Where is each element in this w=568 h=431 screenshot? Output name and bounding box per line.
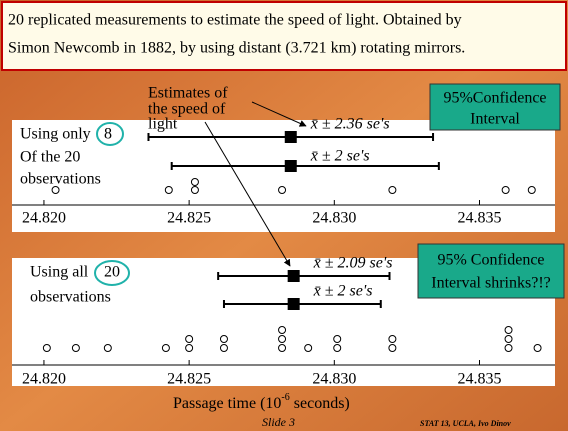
interval-label: x̄ ± 2 se's [310,148,370,165]
data-point [42,344,51,352]
axis-title-part: -6 [281,392,289,403]
arrow [251,101,307,127]
data-point [164,186,173,194]
data-point [388,344,397,352]
data-point [278,186,287,194]
data-point [103,344,112,352]
label: observations [30,289,111,306]
panel [12,120,555,232]
callout-box [429,83,561,131]
label: 8 [104,126,112,143]
x-tick-label: 24.820 [22,371,66,388]
data-point [190,186,199,194]
interval-label: x̄ ± 2.36 se's [310,116,390,133]
data-point [71,344,80,352]
callout-text: 95%Confidence [443,90,546,107]
axis-title-part: seconds) [290,395,350,412]
arrow [204,121,291,267]
header-box [1,1,567,71]
pointer-text: light [148,116,178,133]
mean-marker [284,131,297,143]
data-point [504,335,513,343]
label: Using all [30,264,89,281]
callout-text: Interval shrinks?!? [431,275,551,292]
x-tick-label: 24.820 [22,210,66,227]
interval-label: x̄ ± 2.09 se's [313,255,393,272]
x-tick-label: 24.825 [167,371,211,388]
data-point [333,335,342,343]
data-point [190,178,199,186]
data-point [501,186,510,194]
label: Using only [20,126,91,143]
data-point [527,186,536,194]
pointer-text: the speed of [148,101,226,118]
data-point [185,344,194,352]
data-point [161,344,170,352]
header-line: 20 replicated measurements to estimate t… [8,12,462,29]
x-tick-label: 24.830 [312,371,356,388]
data-point [388,186,397,194]
mean-marker [287,270,300,282]
axis-title: Passage time (10-6 seconds) [173,392,350,411]
header-line: Simon Newcomb in 1882, by using distant … [8,40,465,57]
data-point [388,335,397,343]
data-point [278,326,287,334]
label: Of the 20 [20,149,80,166]
pointer-text: Estimates of [148,85,228,102]
data-point [51,186,60,194]
data-point [278,344,287,352]
data-point [533,344,542,352]
highlight [94,260,130,286]
x-tick-label: 24.825 [167,210,211,227]
data-point [333,344,342,352]
interval-label: x̄ ± 2 se's [313,283,373,300]
axis-title-part: Passage time (10 [173,395,281,412]
data-point [278,335,287,343]
data-point [185,335,194,343]
data-point [219,344,228,352]
callout-box [417,243,565,299]
callout-text: 95% Confidence [437,252,544,269]
credit: STAT 13, UCLA, Ivo Dinov [420,419,511,428]
x-tick-label: 24.830 [312,210,356,227]
x-tick-label: 24.835 [458,210,502,227]
callout-text: Interval [470,111,520,128]
highlight [96,122,124,146]
slide-number: Slide 3 [262,415,295,429]
mean-marker [287,298,300,310]
x-tick-label: 24.835 [458,371,502,388]
label: observations [20,171,101,188]
mean-marker [284,160,297,172]
data-point [304,344,313,352]
data-point [504,344,513,352]
label: 20 [104,264,120,281]
data-point [504,326,513,334]
data-point [219,335,228,343]
